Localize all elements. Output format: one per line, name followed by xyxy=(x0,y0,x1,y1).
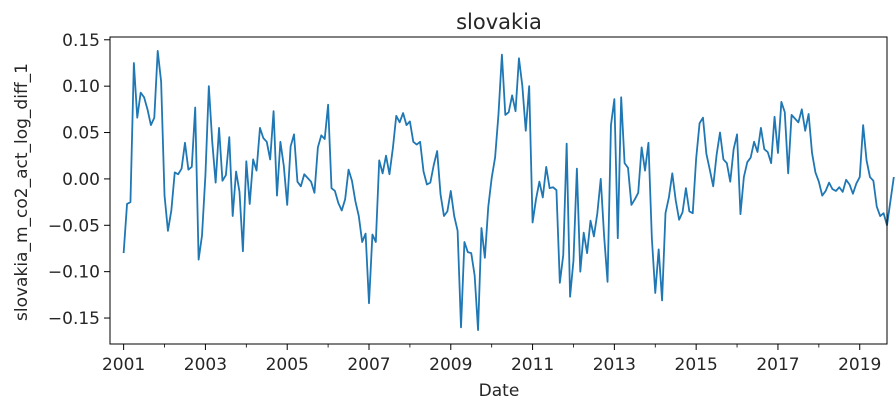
x-tick-label: 2003 xyxy=(184,355,227,375)
x-tick-label: 2001 xyxy=(102,355,145,375)
x-tick-label: 2005 xyxy=(266,355,309,375)
plot-area: 2001 2003 2005 2007 2009 2011 2013 2015 2017 2019… xyxy=(48,31,895,375)
y-tick-label: 0.00 xyxy=(62,170,100,190)
y-tick-label: 0.15 xyxy=(62,31,100,51)
x-tick-label: 2019 xyxy=(838,355,881,375)
x-tick-label: 2013 xyxy=(593,355,636,375)
y-tick-label: −0.10 xyxy=(48,263,100,283)
x-tick-label: 2011 xyxy=(511,355,554,375)
y-tick-label: −0.05 xyxy=(48,216,100,236)
y-axis-label: slovakia_m_co2_act_log_diff_1 xyxy=(12,63,32,321)
series-line-0 xyxy=(122,50,895,331)
x-tick-label: 2009 xyxy=(429,355,472,375)
plot-frame xyxy=(109,36,888,345)
x-tick-label: 2017 xyxy=(756,355,799,375)
chart-title: slovakia xyxy=(456,10,542,34)
y-tick-label: −0.15 xyxy=(48,309,100,329)
x-tick-label: 2007 xyxy=(347,355,390,375)
y-tick-label: 0.05 xyxy=(62,124,100,144)
y-tick-label: 0.10 xyxy=(62,77,100,97)
x-tick-label: 2015 xyxy=(675,355,718,375)
x-axis-label: Date xyxy=(479,381,520,401)
